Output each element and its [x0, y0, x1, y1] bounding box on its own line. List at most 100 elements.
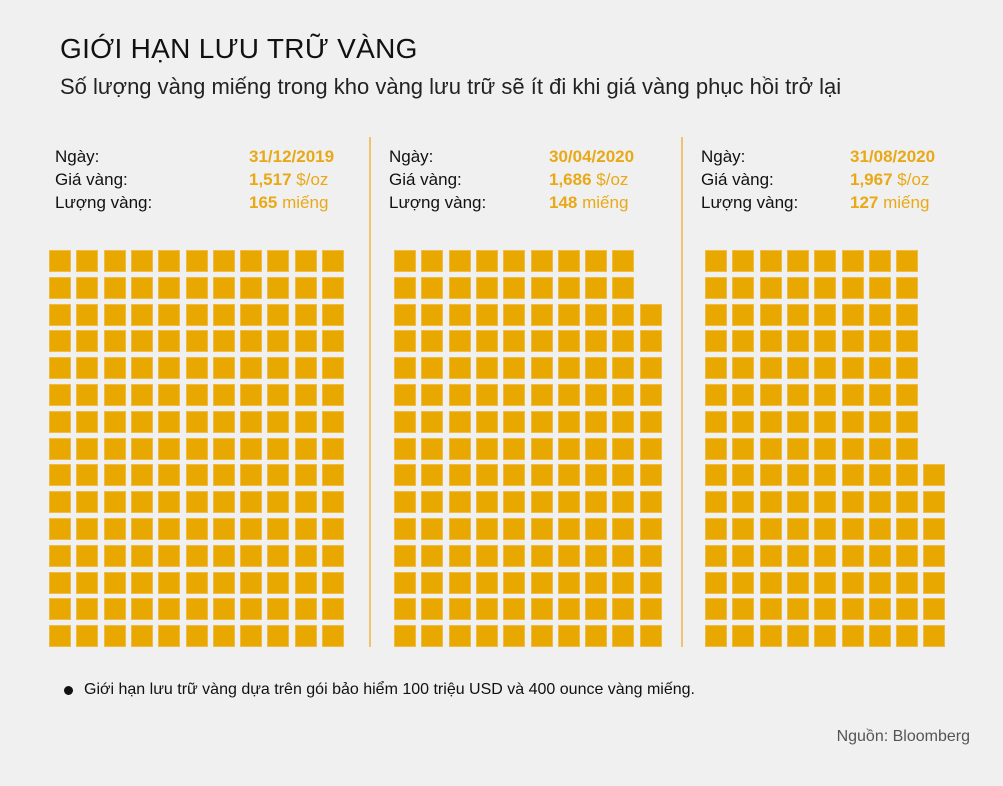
gold-bar-square	[732, 303, 755, 326]
gold-bar-square	[639, 625, 662, 648]
gold-bar-square	[421, 384, 444, 406]
gold-bar-square	[185, 625, 208, 648]
gold-bar-square	[786, 437, 809, 460]
gold-bar-square	[896, 330, 919, 353]
gold-bar-square	[612, 357, 635, 380]
gold-bar-square	[814, 625, 837, 648]
gold-bar-square	[322, 303, 344, 326]
gold-bar-square	[267, 437, 290, 460]
gold-bar-square	[185, 598, 208, 621]
gold-bar-square	[448, 384, 471, 406]
gold-bar-square	[448, 330, 471, 353]
gold-bar-square	[732, 330, 755, 353]
gold-bar-square	[557, 250, 580, 272]
gold-bar-square	[212, 571, 235, 594]
gold-bar-square	[705, 250, 727, 272]
gold-bar-square	[786, 276, 809, 299]
gold-bar-square	[185, 437, 208, 460]
gold-bar-square	[322, 250, 344, 272]
gold-bar-square	[212, 276, 235, 299]
gold-bar-square	[639, 410, 662, 433]
gold-bar-square	[786, 330, 809, 353]
gold-bar-square	[103, 544, 126, 567]
gold-bar-square	[130, 303, 153, 326]
footnote: Giới hạn lưu trữ vàng dựa trên gói bảo h…	[64, 681, 695, 699]
gold-bar-square	[530, 330, 553, 353]
gold-bar-square	[814, 491, 837, 514]
gold-bar-square	[240, 544, 263, 567]
gold-bar-square	[394, 544, 416, 567]
gold-bar-square	[267, 303, 290, 326]
gold-bar-square	[130, 384, 153, 406]
gold-bar-square	[103, 571, 126, 594]
gold-bar-square	[158, 357, 181, 380]
gold-bar-square	[503, 330, 526, 353]
gold-bar-square	[421, 518, 444, 540]
gold-bar-square	[705, 571, 727, 594]
gold-bar-square	[130, 330, 153, 353]
gold-bar-square	[475, 357, 498, 380]
gold-bar-square	[294, 276, 317, 299]
gold-bar-square	[814, 303, 837, 326]
gold-bar-square	[394, 330, 416, 353]
gold-bar-square	[185, 464, 208, 487]
gold-bar-square	[322, 357, 344, 380]
gold-bar-square	[705, 330, 727, 353]
price-value: 1,686 $/oz	[549, 170, 629, 189]
gold-bar-square	[732, 276, 755, 299]
gold-bar-square	[841, 625, 864, 648]
gold-bar-square	[612, 437, 635, 460]
amount-label: Lượng vàng:	[55, 193, 153, 212]
gold-bar-square	[639, 518, 662, 540]
gold-bar-square	[475, 625, 498, 648]
gold-bar-square	[814, 276, 837, 299]
gold-bar-square	[240, 464, 263, 487]
gold-bar-square	[49, 276, 71, 299]
gold-bar-square	[530, 625, 553, 648]
gold-bar-square	[732, 464, 755, 487]
gold-bar-square	[841, 276, 864, 299]
gold-bar-square	[557, 357, 580, 380]
gold-bar-square	[759, 571, 782, 594]
gold-bar-square	[557, 598, 580, 621]
price-label: Giá vàng:	[701, 170, 774, 189]
gold-bar-square	[49, 357, 71, 380]
gold-bar-square	[530, 303, 553, 326]
gold-bar-square	[421, 491, 444, 514]
gold-bar-square	[212, 437, 235, 460]
gold-bar-square	[705, 464, 727, 487]
gold-bar-square	[294, 250, 317, 272]
panel-info: Ngày: 30/04/2020 Giá vàng: 1,686 $/oz Lượn…	[389, 145, 689, 214]
date-value: 31/12/2019	[249, 147, 335, 166]
gold-bar-square	[503, 598, 526, 621]
panel-2020-08: Ngày: 31/08/2020 Giá vàng: 1,967 $/oz Lượn…	[701, 137, 991, 652]
gold-bar-square	[585, 464, 608, 487]
gold-bar-square	[448, 598, 471, 621]
gold-bar-square	[267, 598, 290, 621]
gold-bar-square	[896, 437, 919, 460]
gold-bar-square	[868, 544, 891, 567]
gold-bar-square	[76, 410, 99, 433]
gold-bar-square	[185, 303, 208, 326]
gold-bar-square	[896, 410, 919, 433]
gold-bar-square	[639, 464, 662, 487]
gold-bar-square	[394, 250, 416, 272]
gold-bar-square	[612, 518, 635, 540]
gold-bar-square	[612, 410, 635, 433]
gold-bar-square	[732, 491, 755, 514]
gold-bar-square	[294, 357, 317, 380]
gold-bar-square	[786, 384, 809, 406]
gold-bar-square	[923, 571, 946, 594]
gold-bar-square	[158, 250, 181, 272]
gold-bar-square	[530, 464, 553, 487]
gold-bar-square	[585, 544, 608, 567]
gold-bar-square	[158, 410, 181, 433]
gold-bar-square	[76, 625, 99, 648]
gold-bar-square	[557, 571, 580, 594]
gold-bar-square	[639, 544, 662, 567]
gold-bar-square	[612, 330, 635, 353]
gold-bar-square	[448, 303, 471, 326]
source-credit: Nguồn: Bloomberg	[836, 728, 970, 745]
gold-bar-square	[814, 384, 837, 406]
gold-bar-square	[103, 410, 126, 433]
